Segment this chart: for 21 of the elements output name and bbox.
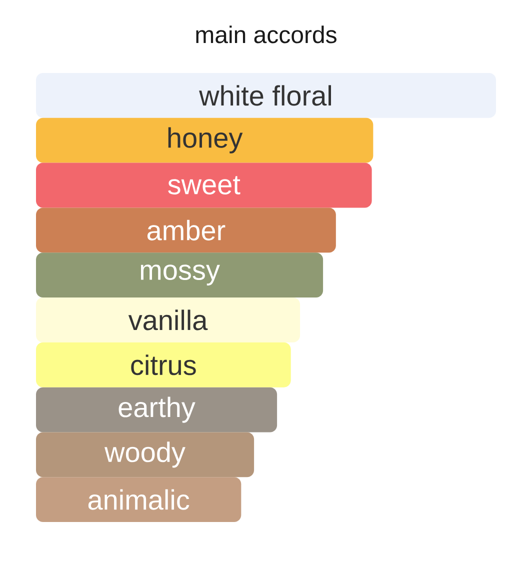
bar	[36, 162, 372, 208]
y-tick-label: earthy	[118, 396, 196, 423]
chart-title: main accords	[196, 26, 336, 44]
bar	[36, 477, 242, 522]
y-tick-label: animalic	[88, 489, 190, 510]
y-tick-label: amber	[147, 220, 226, 240]
bar	[36, 252, 324, 298]
y-tick-label: vanilla	[128, 310, 208, 330]
bar	[36, 118, 374, 163]
bar	[36, 387, 278, 432]
bar	[36, 208, 336, 253]
y-tick-label: mossy	[140, 264, 220, 286]
bar	[36, 432, 254, 478]
y-tick-label: woody	[104, 442, 186, 468]
bar	[36, 298, 300, 342]
y-tick-label: white floral	[199, 85, 331, 106]
y-tick-label: sweet	[168, 176, 240, 194]
bar	[36, 73, 496, 118]
y-tick-label: citrus	[131, 354, 196, 376]
bar	[36, 342, 291, 388]
y-tick-label: honey	[168, 127, 243, 154]
